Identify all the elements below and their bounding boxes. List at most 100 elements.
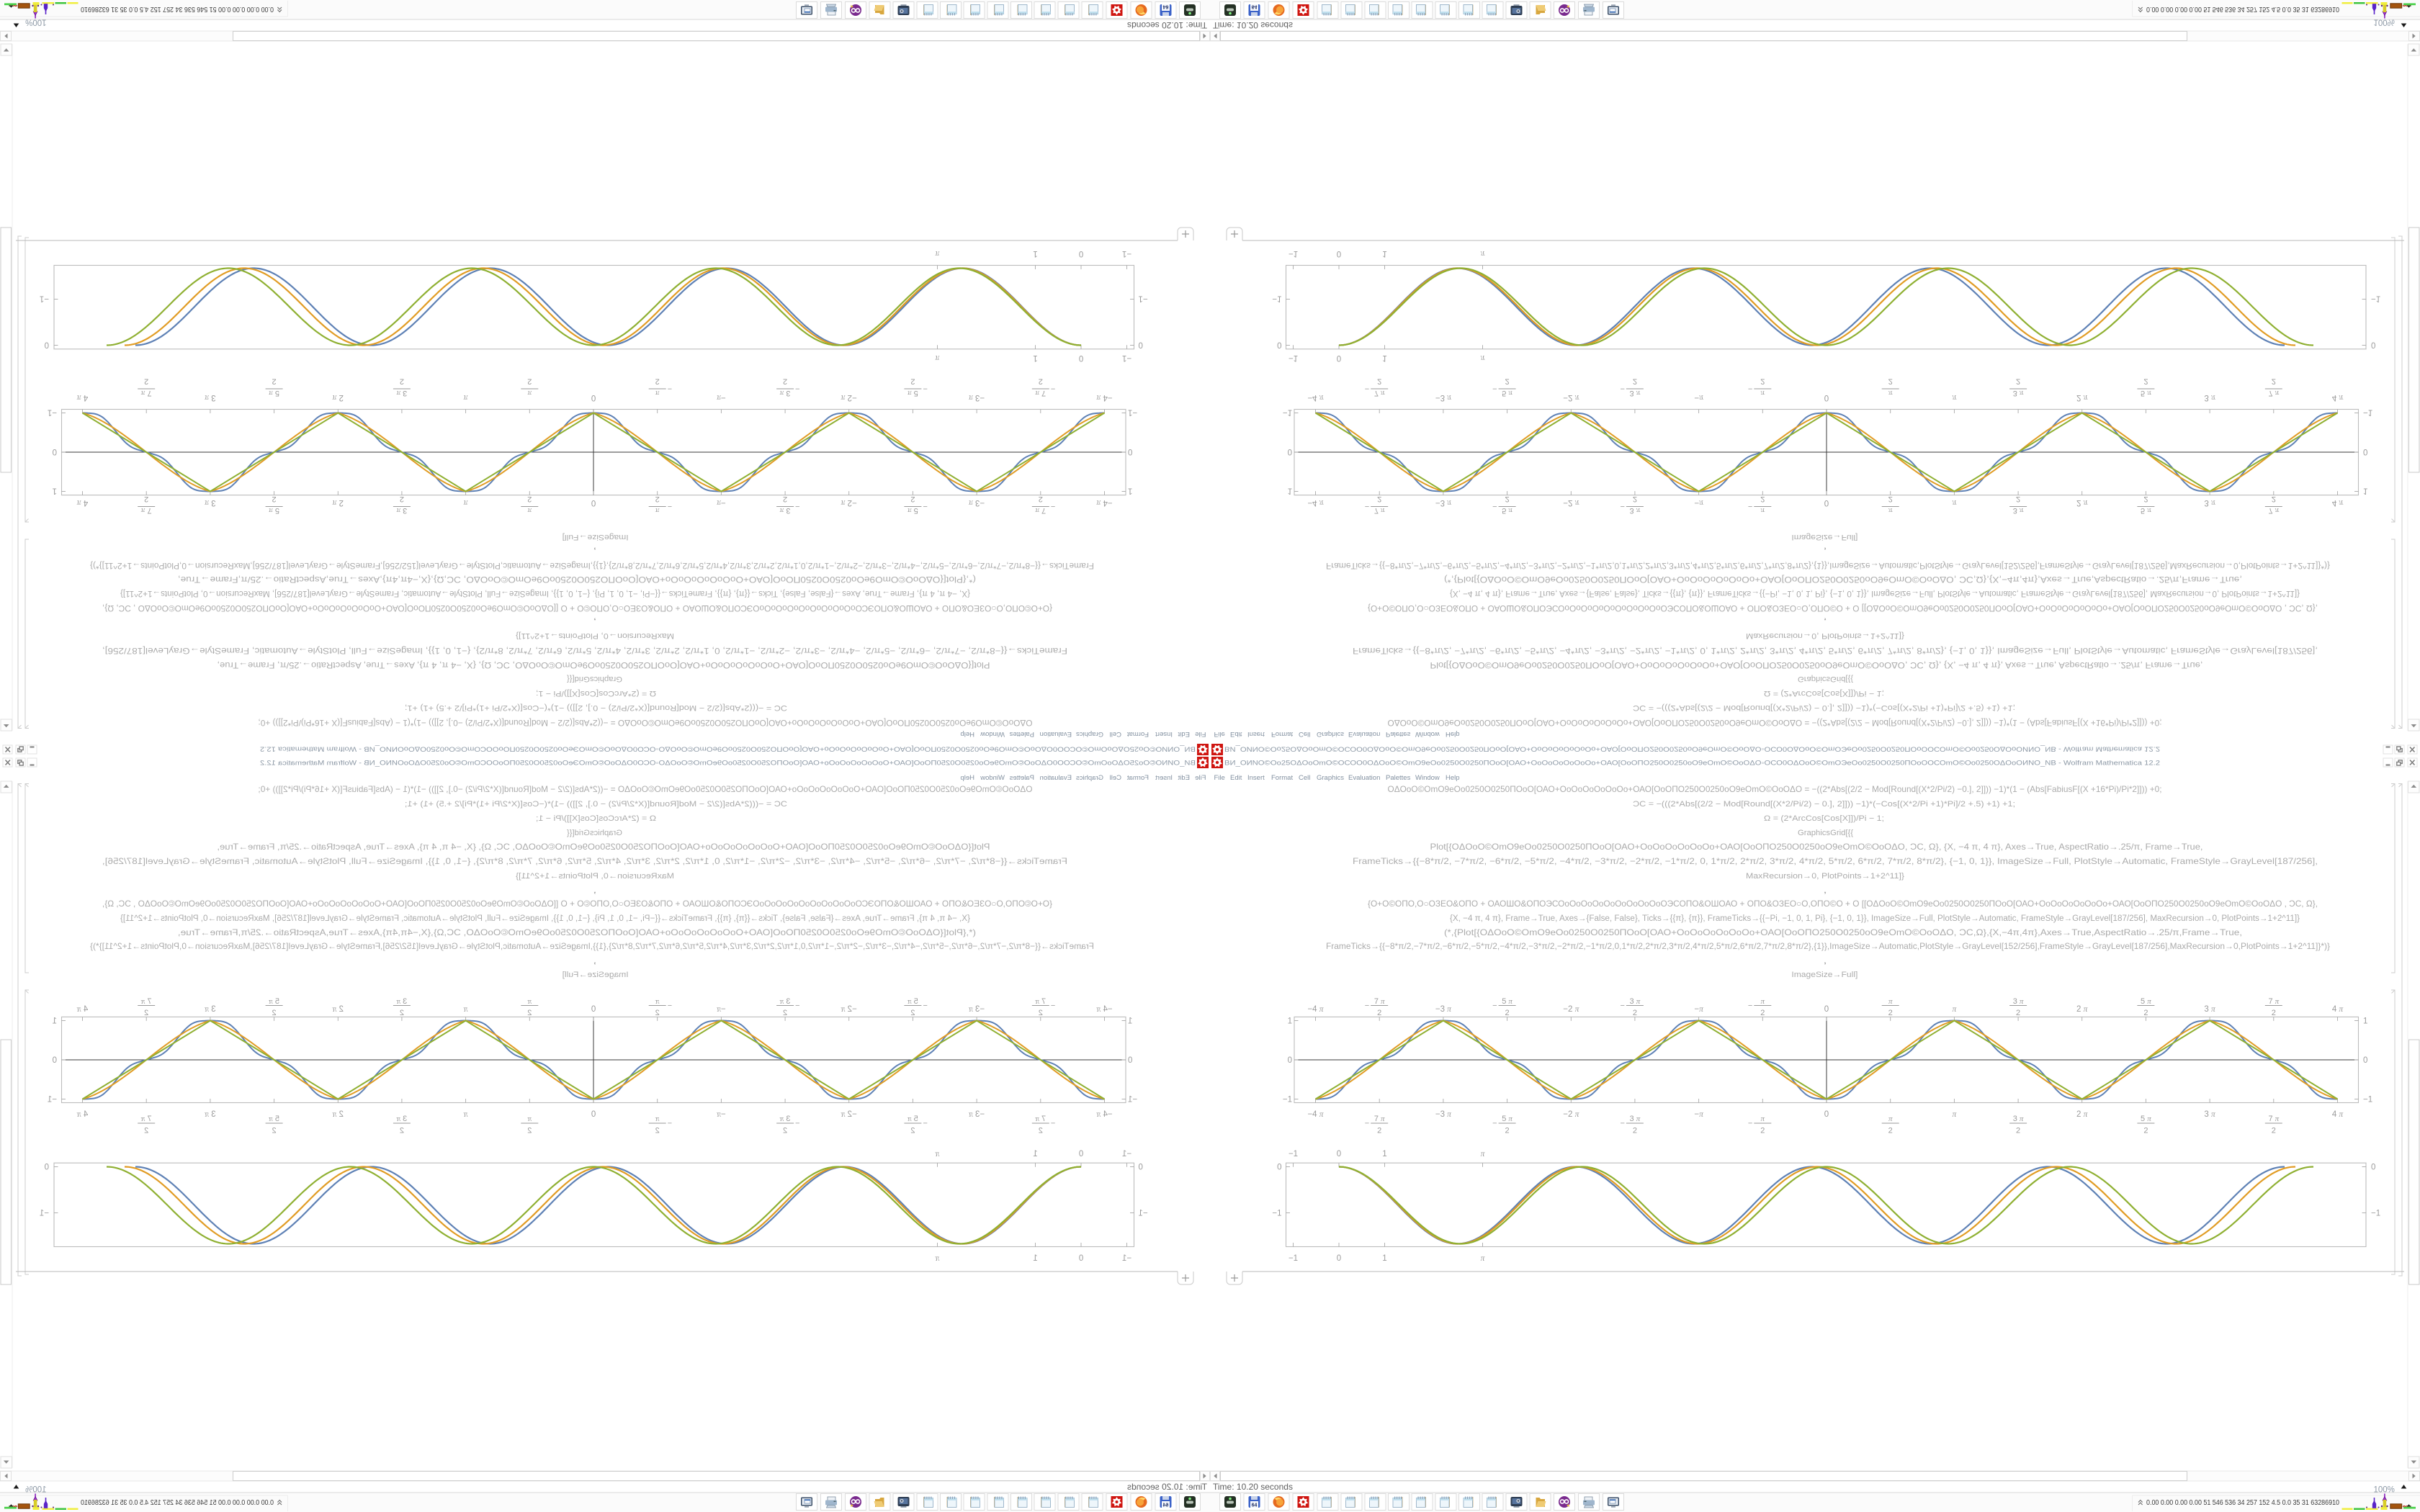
svg-text:2: 2 [2016,1127,2020,1135]
svg-text:2: 2 [527,1127,532,1135]
svg-text:2: 2 [272,1009,277,1017]
svg-text:−3 π: −3 π [1435,393,1452,402]
svg-text:0: 0 [45,1164,49,1172]
svg-text:1: 1 [2363,1017,2367,1026]
svg-text:5 π: 5 π [1502,506,1512,515]
svg-text:5 π: 5 π [1502,389,1512,397]
svg-text:3 π: 3 π [396,506,407,515]
svg-text:π: π [1761,389,1765,397]
svg-text:7 π: 7 π [1035,506,1046,515]
svg-text:Edit: Edit [1178,730,1190,738]
svg-text:Cell: Cell [1299,774,1310,782]
svg-text:−1: −1 [40,1210,49,1218]
svg-text:−: − [1620,384,1624,393]
svg-text:π: π [655,997,659,1006]
svg-text:0.00 0.00 0.00 0.00 51 546: 0.00 0.00 0.00 0.00 51 546 536 34 257 15… [2146,1499,2339,1507]
svg-text:2: 2 [1505,495,1510,503]
svg-text:−: − [1748,502,1752,510]
svg-text:5 π: 5 π [269,506,279,515]
svg-text:2: 2 [1888,495,1893,503]
svg-text:(*,{Plot[{ОΔОоО©ОmО9еОо0250О02: (*,{Plot[{ОΔОоО©ОmО9еОо0250О0250ПОоО[ОАО… [1444,575,2242,585]
svg-text:(*,{Plot[{ОΔОоО©ОmО9еОо0250О02: (*,{Plot[{ОΔОоО©ОmО9еОо0250О0250ПОоО[ОАО… [1444,927,2242,937]
svg-text:−: − [1051,1120,1055,1128]
svg-text:0: 0 [53,447,57,456]
svg-text:2: 2 [1633,377,1637,386]
svg-text:2: 2 [2143,495,2148,503]
svg-text:64: 64 [1163,1503,1169,1508]
svg-text:ImageSize→Full]: ImageSize→Full] [563,533,629,541]
svg-text:Graphics: Graphics [1317,730,1344,738]
svg-text:7 π: 7 π [140,506,151,515]
svg-text:−2 π: −2 π [840,393,856,402]
svg-text:0: 0 [591,1005,596,1014]
svg-text:−π: −π [716,1005,726,1014]
svg-text:−3 π: −3 π [968,498,985,507]
svg-text:0: 0 [1824,1110,1829,1119]
svg-text:2: 2 [2272,1009,2276,1017]
svg-text:−: − [1492,384,1497,393]
svg-text:−: − [795,1120,799,1128]
svg-text:{О+О©ОПО,О○ОЗЕО&ОПО + ОАОШО&ОП: {О+О©ОПО,О○ОЗЕО&ОПО + ОАОШО&ОПОЭСОоОоОоО… [1368,899,2318,909]
svg-text:FrameTicks→{{−8*π/2,−7*π/2,−6*: FrameTicks→{{−8*π/2,−7*π/2,−6*π/2,−5*π/2… [90,561,1094,571]
svg-text:−2 π: −2 π [840,1005,856,1014]
svg-text:−3 π: −3 π [1435,1005,1452,1014]
svg-text:0: 0 [53,1056,57,1065]
svg-text:−: − [923,1120,927,1128]
svg-text:−4 π: −4 π [1307,1110,1324,1119]
svg-text:2 π: 2 π [2076,1110,2089,1119]
svg-text:−2 π: −2 π [1563,1005,1579,1014]
svg-text:−: − [1748,1002,1752,1010]
svg-text:Time: 10.20 seconds: Time: 10.20 seconds [1127,20,1207,30]
svg-text:−π: −π [716,393,726,402]
svg-text:−: − [1051,1002,1055,1010]
svg-text:FrameTicks→{{−8*π/2, −7*π/2, −: FrameTicks→{{−8*π/2, −7*π/2, −6*π/2, −5*… [1353,856,2318,866]
svg-text:Evaluation: Evaluation [1348,730,1380,738]
svg-text:5 π: 5 π [1502,997,1512,1006]
svg-text:Help: Help [1446,774,1460,782]
svg-text:1: 1 [1382,249,1386,258]
svg-text:π: π [1761,506,1765,515]
svg-text:−1: −1 [1283,1096,1292,1104]
svg-text:3 π: 3 π [2204,1005,2216,1014]
svg-text:−1: −1 [48,408,57,417]
svg-text:−: − [1365,502,1369,510]
svg-text:2: 2 [1505,377,1510,386]
svg-text:2 π: 2 π [331,1005,344,1014]
svg-text:Ω = (2*ArcCos[Cos[X]])/Pi − 1: Ω = (2*ArcCos[Cos[X]])/Pi − 1; [536,689,656,698]
svg-text:−1: −1 [1289,249,1298,258]
svg-text:3 π: 3 π [1630,389,1641,397]
svg-text:(*,{Plot[{ОΔОоО©ОmО9еОо0250О02: (*,{Plot[{ОΔОоО©ОmО9еОо0250О0250ПОоО[ОАО… [178,927,976,937]
svg-text:π: π [934,1150,939,1158]
svg-text:Edit: Edit [1230,774,1242,782]
svg-text:1: 1 [53,487,57,495]
svg-text:π: π [527,1115,532,1123]
svg-text:64: 64 [1252,1503,1258,1508]
svg-text:2: 2 [400,1009,404,1017]
svg-text:{X, −4 π, 4 π}, Frame→True, Ax: {X, −4 π, 4 π}, Frame→True, Axes→{False,… [120,914,970,923]
svg-text:2 π: 2 π [2076,1005,2089,1014]
svg-text:−: − [1620,1002,1624,1010]
svg-text:−3 π: −3 π [968,393,985,402]
svg-text:4 π: 4 π [2332,498,2344,507]
svg-text:Ω = (2*ArcCos[Cos[X]])/Pi − 1: Ω = (2*ArcCos[Cos[X]])/Pi − 1; [1764,689,1884,698]
svg-text:2: 2 [1039,1009,1043,1017]
svg-text:7 π: 7 π [2268,997,2279,1006]
svg-text:,: , [593,617,597,626]
svg-text:Graphics: Graphics [1076,730,1103,738]
svg-text:2: 2 [1760,495,1765,503]
svg-text:3 π: 3 π [204,1110,216,1119]
svg-text:0: 0 [591,1110,596,1119]
svg-text:Cell: Cell [1110,730,1121,738]
svg-text:−4 π: −4 π [1307,393,1324,402]
svg-text:,: , [593,886,597,895]
svg-text:5 π: 5 π [2141,997,2151,1006]
svg-text:Time: 10.20 seconds: Time: 10.20 seconds [1127,1482,1207,1492]
svg-text:2: 2 [1377,1127,1381,1135]
svg-text:2 π: 2 π [2076,393,2089,402]
svg-text:0: 0 [1139,1164,1143,1172]
svg-text:−2 π: −2 π [1563,1110,1579,1119]
svg-text:5 π: 5 π [908,506,918,515]
svg-text:0: 0 [1288,1056,1292,1065]
svg-text:2: 2 [1039,377,1043,386]
svg-text:,: , [1823,546,1827,555]
